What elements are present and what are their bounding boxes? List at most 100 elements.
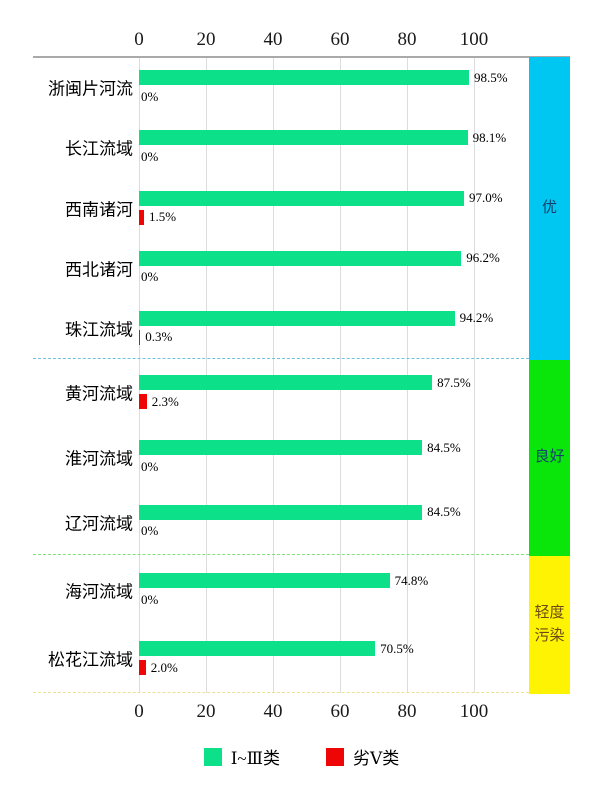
legend-item: Ⅰ~Ⅲ类 <box>203 744 281 769</box>
top-tick-label: 80 <box>397 29 417 50</box>
separator-light-pollution <box>33 692 529 693</box>
bar-good <box>139 375 433 391</box>
value-label-bad: 2.0% <box>150 659 178 675</box>
bar-group: 98.1% 0% <box>139 130 529 164</box>
bottom-axis-ticks: 0 20 40 60 80 100 <box>0 701 603 723</box>
value-label-bad: 0% <box>141 523 159 539</box>
top-tick-label: 100 <box>459 29 489 50</box>
bar-group: 84.5% 0% <box>139 504 529 539</box>
band-light-pollution: 轻度污染 <box>529 556 570 694</box>
section-excellent: 浙闽片河流 98.5% 0% 长江流域 98.1% 0% 西南诸河 97.0% 1.5% 西北诸河… <box>33 57 529 358</box>
category-label: 珠江流域 <box>65 320 133 340</box>
top-tick-label: 0 <box>134 29 144 50</box>
bar-good <box>139 310 455 326</box>
bar-group: 84.5% 0% <box>139 440 529 474</box>
value-label-good: 84.5% <box>427 504 461 520</box>
bar-bad <box>139 394 147 410</box>
value-label-bad: 0% <box>141 458 159 474</box>
top-axis-line <box>33 56 570 58</box>
bar-bad <box>139 329 141 345</box>
bottom-tick-label: 40 <box>263 701 283 722</box>
bar-bad <box>139 660 146 675</box>
bar-group: 74.8% 0% <box>139 573 529 607</box>
category-label: 长江流域 <box>65 139 133 159</box>
chart-row: 海河流域 74.8% 0% <box>33 556 529 624</box>
chart-row: 西南诸河 97.0% 1.5% <box>33 177 529 237</box>
category-label: 黄河流域 <box>65 384 133 404</box>
band-excellent-label: 优 <box>541 199 557 216</box>
value-label-good: 98.5% <box>473 69 508 85</box>
category-label: 淮河流域 <box>65 449 133 469</box>
value-label-good: 87.5% <box>437 374 471 390</box>
bar-group: 97.0% 1.5% <box>139 190 529 225</box>
value-label-good: 84.5% <box>427 439 461 455</box>
separator-excellent <box>33 358 529 359</box>
bar-good <box>139 440 423 455</box>
legend-item: 劣Ⅴ类 <box>326 744 399 769</box>
value-label-bad: 0% <box>141 88 159 104</box>
value-label-good: 74.8% <box>394 572 429 588</box>
value-label-bad: 1.5% <box>149 209 177 224</box>
value-label-good: 94.2% <box>459 310 494 326</box>
chart-row: 松花江流域 70.5% 2.0% <box>33 624 529 692</box>
chart-row: 珠江流域 94.2% 0.3% <box>33 298 529 358</box>
bar-good <box>139 190 464 206</box>
legend-label: Ⅰ~Ⅲ类 <box>230 749 281 768</box>
band-light-pollution-label: 轻度污染 <box>534 604 565 644</box>
value-label-bad: 2.3% <box>151 393 179 409</box>
bottom-tick-label: 100 <box>459 701 489 722</box>
bar-good <box>139 641 376 656</box>
value-label-bad: 0.3% <box>145 329 173 345</box>
value-label-good: 97.0% <box>468 190 503 205</box>
bottom-tick-label: 20 <box>196 701 216 722</box>
section-light-pollution: 海河流域 74.8% 0% 松花江流域 70.5% 2.0% <box>33 556 529 692</box>
legend: Ⅰ~Ⅲ类 劣Ⅴ类 <box>0 744 603 769</box>
chart-row: 辽河流域 84.5% 0% <box>33 489 529 554</box>
band-good: 良好 <box>529 360 570 556</box>
chart-row: 西北诸河 96.2% 0% <box>33 238 529 298</box>
chart-row: 长江流域 98.1% 0% <box>33 117 529 177</box>
value-label-bad: 0% <box>141 269 159 285</box>
section-good: 黄河流域 87.5% 2.3% 淮河流域 84.5% 0% 辽河流域 84.5% 0% <box>33 360 529 554</box>
bar-good <box>139 250 462 266</box>
bar-group: 96.2% 0% <box>139 250 529 285</box>
category-label: 浙闽片河流 <box>48 79 133 99</box>
value-label-good: 96.2% <box>466 250 500 266</box>
bar-good <box>139 70 469 86</box>
top-axis-ticks: 0 20 40 60 80 100 <box>0 29 603 51</box>
band-excellent: 优 <box>529 57 570 360</box>
bar-group: 87.5% 2.3% <box>139 374 529 410</box>
category-label: 松花江流域 <box>48 650 133 670</box>
bar-bad <box>139 209 145 225</box>
chart-row: 淮河流域 84.5% 0% <box>33 425 529 490</box>
value-label-bad: 0% <box>141 148 159 164</box>
bar-good <box>139 504 423 520</box>
bar-group: 70.5% 2.0% <box>139 641 529 675</box>
top-tick-label: 40 <box>263 29 283 50</box>
bar-good <box>139 573 390 588</box>
bottom-tick-label: 0 <box>134 701 144 722</box>
top-tick-label: 20 <box>196 29 216 50</box>
category-label: 西北诸河 <box>65 260 133 280</box>
value-label-good: 70.5% <box>380 640 414 656</box>
band-good-label: 良好 <box>534 449 565 466</box>
bar-group: 98.5% 0% <box>139 70 529 104</box>
value-label-good: 98.1% <box>472 129 507 145</box>
chart-row: 浙闽片河流 98.5% 0% <box>33 57 529 117</box>
category-label: 海河流域 <box>65 582 133 602</box>
bottom-tick-label: 80 <box>397 701 417 722</box>
bar-group: 94.2% 0.3% <box>139 310 529 345</box>
value-label-bad: 0% <box>141 591 159 607</box>
top-tick-label: 60 <box>330 29 350 50</box>
separator-good <box>33 554 529 555</box>
gridline <box>474 58 475 693</box>
category-label: 西南诸河 <box>65 200 133 219</box>
bottom-tick-label: 60 <box>330 701 350 722</box>
legend-label: 劣Ⅴ类 <box>353 749 400 768</box>
category-label: 辽河流域 <box>65 514 133 534</box>
legend-swatch <box>203 747 222 766</box>
bar-good <box>139 130 468 146</box>
legend-swatch <box>326 747 345 766</box>
chart-row: 黄河流域 87.5% 2.3% <box>33 360 529 425</box>
